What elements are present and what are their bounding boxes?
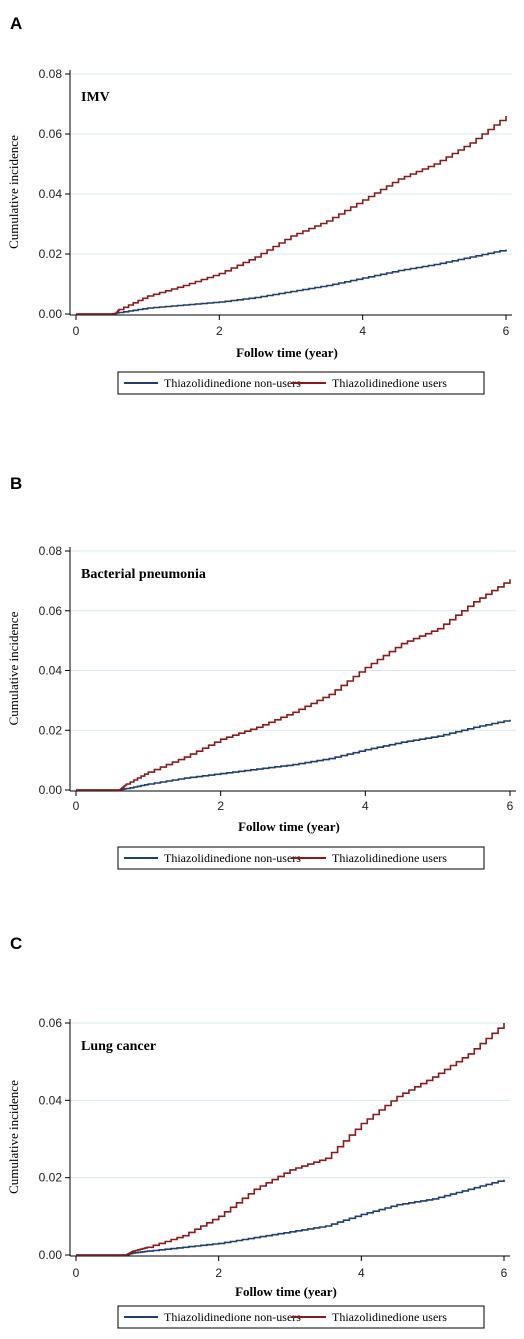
y-tick-label: 0.06 (39, 127, 63, 141)
x-tick-label: 4 (359, 324, 366, 338)
y-axis-title: Cumulative incidence (6, 135, 21, 249)
chart-lung-cancer: 0.00 0.02 0.04 0.06 0 2 4 6 Follow time (year) Cu… (6, 1016, 510, 1329)
chart-title: Bacterial pneumonia (81, 567, 206, 582)
legend-label: Thiazolidinedione users (332, 376, 447, 390)
y-tick-label: 0.08 (39, 67, 63, 81)
x-tick-label: 2 (215, 1266, 222, 1280)
x-tick-label: 6 (501, 1266, 508, 1280)
y-tick-label: 0.02 (39, 247, 63, 261)
panel-a: A 0.00 0.02 0.04 0.06 0.08 0 2 4 6 Follow time (y… (0, 0, 524, 405)
series-line-users (76, 116, 507, 315)
series-line-users (76, 579, 511, 791)
series-line-non-users (76, 719, 511, 791)
x-tick-label: 0 (73, 799, 80, 813)
x-tick-label: 6 (503, 324, 510, 338)
panel-label: A (10, 14, 23, 33)
chart-imv: 0.00 0.02 0.04 0.06 0.08 0 2 4 6 Follow time (yea… (6, 67, 512, 395)
x-tick-label: 6 (507, 799, 514, 813)
chart-bacterial-pneumonia: 0.00 0.02 0.04 0.06 0.08 0 2 4 6 Follow time (yea… (6, 544, 516, 870)
x-tick-label: 2 (217, 799, 224, 813)
y-tick-label: 0.06 (39, 1016, 63, 1030)
series-line-non-users (76, 249, 507, 315)
x-axis-title: Follow time (year) (238, 819, 340, 834)
x-axis-title: Follow time (year) (235, 1284, 337, 1299)
panel-label: B (10, 474, 23, 493)
legend-label: Thiazolidinedione non-users (164, 1310, 301, 1324)
y-axis-title: Cumulative incidence (6, 611, 21, 725)
series-line-non-users (76, 1179, 505, 1256)
legend-label: Thiazolidinedione non-users (164, 376, 301, 390)
chart-title: Lung cancer (81, 1039, 156, 1054)
x-tick-label: 0 (73, 1266, 80, 1280)
y-tick-label: 0.04 (39, 187, 63, 201)
series-line-users (76, 1023, 505, 1256)
panel-label: C (10, 934, 23, 953)
x-tick-label: 2 (216, 324, 223, 338)
panel-c: C 0.00 0.02 0.04 0.06 0 2 4 6 Follow time (year)… (0, 922, 524, 1339)
y-axis-title: Cumulative incidence (6, 1080, 21, 1194)
y-tick-label: 0.04 (39, 664, 63, 678)
y-tick-label: 0.00 (39, 1248, 63, 1262)
x-tick-label: 4 (362, 799, 369, 813)
x-tick-label: 0 (73, 324, 80, 338)
y-tick-label: 0.00 (39, 307, 63, 321)
y-tick-label: 0.00 (39, 783, 63, 797)
legend-label: Thiazolidinedione non-users (164, 851, 301, 865)
legend-label: Thiazolidinedione users (332, 851, 447, 865)
y-tick-label: 0.08 (39, 544, 63, 558)
panel-b: B 0.00 0.02 0.04 0.06 0.08 0 2 4 6 Follow time (y… (0, 462, 524, 882)
y-tick-label: 0.02 (39, 723, 63, 737)
y-tick-label: 0.04 (39, 1093, 63, 1107)
x-axis-title: Follow time (year) (236, 345, 338, 360)
legend-label: Thiazolidinedione users (332, 1310, 447, 1324)
chart-title: IMV (81, 90, 110, 105)
x-tick-label: 4 (358, 1266, 365, 1280)
y-tick-label: 0.06 (39, 604, 63, 618)
y-tick-label: 0.02 (39, 1171, 63, 1185)
